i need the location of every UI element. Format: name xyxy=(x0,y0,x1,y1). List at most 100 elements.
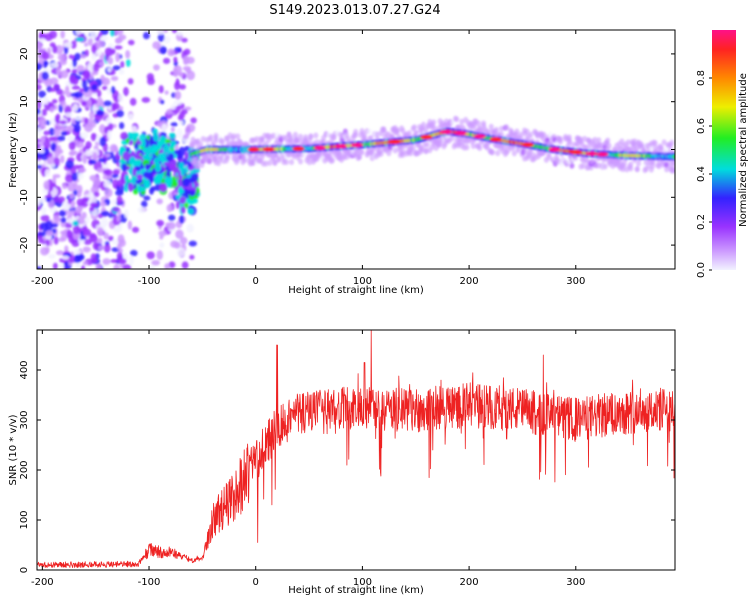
spectrogram-cell xyxy=(116,215,121,222)
spectrogram-hotspot xyxy=(247,147,260,152)
spectrogram-cell xyxy=(170,126,175,133)
spectrogram-cell xyxy=(151,259,160,266)
spectrogram-hotspot xyxy=(473,134,486,139)
spectrogram-cell xyxy=(127,132,134,138)
spectrogram-cell xyxy=(117,93,124,103)
spectrogram-cell xyxy=(58,210,66,217)
spectrogram-cell xyxy=(605,137,611,144)
spectrogram-cell xyxy=(276,155,282,162)
spectrogram-cell xyxy=(186,123,196,133)
spectrogram-cell xyxy=(99,35,109,42)
spectrogram-hotspot xyxy=(596,152,609,157)
spectrogram-cell xyxy=(40,246,49,256)
spectrogram-cell xyxy=(65,85,70,94)
spectrogram-cell xyxy=(41,51,50,61)
spectrogram-cell xyxy=(162,57,171,64)
spectrogram-cell xyxy=(142,154,150,161)
spectrogram-cell xyxy=(174,81,181,91)
spectrogram-cell xyxy=(267,159,273,166)
colorbar-label: Normalized spectral amplitude xyxy=(738,73,749,227)
spectrogram-cell xyxy=(69,192,75,200)
spectrogram-cell xyxy=(130,249,138,257)
spectrogram-cell xyxy=(67,135,75,142)
spectrogram-cell xyxy=(76,64,85,72)
spectrogram-cell xyxy=(89,110,95,120)
spectrogram-cell xyxy=(64,245,69,253)
spectrogram-cell xyxy=(153,133,160,142)
spectrogram-cell xyxy=(60,100,67,107)
spectrogram-cell xyxy=(92,106,99,111)
spectrogram-cell xyxy=(208,134,214,141)
spectrogram-cell xyxy=(501,145,507,152)
spectrogram-cell xyxy=(157,32,165,42)
spectrogram-cell xyxy=(150,144,158,154)
spectrogram-cell xyxy=(89,206,95,212)
spectrogram-cell xyxy=(68,141,76,151)
spectrogram-cell xyxy=(583,144,589,151)
spectrogram-cell xyxy=(168,153,175,161)
spectrogram-hotspot xyxy=(292,146,305,151)
spectrogram-cell xyxy=(163,138,172,144)
snr-x-axis-label: Height of straight line (km) xyxy=(288,585,424,596)
spectrogram-cell xyxy=(121,162,127,172)
spectrogram-cell xyxy=(298,133,304,140)
colorbar-ticks: 0.0 0.2 0.4 0.6 0.8 xyxy=(696,70,712,278)
spectrogram-cell xyxy=(140,200,148,208)
spectrogram-cell xyxy=(180,206,186,214)
spectrogram-cell xyxy=(79,137,85,143)
spectrogram-cell xyxy=(110,75,119,81)
spectrogram-cell xyxy=(143,195,151,201)
spectrogram-cell xyxy=(59,264,65,269)
spectrogram-cell xyxy=(75,262,81,268)
spectrogram-cell xyxy=(39,149,45,154)
spectrogram-cell xyxy=(156,198,163,205)
spectrogram-cell xyxy=(92,177,101,187)
spectrogram-cell xyxy=(43,60,48,69)
spectrogram-cell xyxy=(488,123,494,130)
spectrogram-cell xyxy=(62,183,67,190)
spectrogram-cell xyxy=(72,220,79,226)
spectrogram-cell xyxy=(122,264,132,269)
spectrogram-cell xyxy=(207,156,213,163)
spectrogram-cell xyxy=(183,55,190,65)
spectrogram-cell xyxy=(77,216,85,225)
spectrogram-cell xyxy=(621,160,627,167)
spectrogram-cell xyxy=(235,133,241,140)
spectrogram-cell xyxy=(499,131,505,138)
spectrogram-cell xyxy=(156,250,164,260)
spectrogram-cell xyxy=(133,131,139,138)
spectrogram-cell xyxy=(134,142,139,150)
spectrogram-cell xyxy=(104,188,113,198)
spectrogram-cell xyxy=(661,139,667,146)
spectrogram-cell xyxy=(125,49,131,59)
spectrogram-cell xyxy=(160,99,165,105)
spectrogram-cell xyxy=(60,30,65,39)
spectrogram-cell xyxy=(283,159,289,166)
spectrogram-cell xyxy=(178,120,184,126)
spectrogram-cell xyxy=(79,54,87,59)
spectrogram-cell xyxy=(112,169,120,175)
spectrogram-cell xyxy=(178,161,185,171)
spectrogram-cell xyxy=(166,221,176,230)
spectrogram-cell xyxy=(57,135,66,142)
spectrogram-cell xyxy=(578,136,584,143)
spectrogram-cell xyxy=(59,155,65,164)
spectrogram-cell xyxy=(109,144,118,153)
spectrogram-cell xyxy=(112,103,117,110)
spectrogram-cell xyxy=(56,149,64,155)
spectrogram-x-ticks: -200 -100 0 100 200 300 xyxy=(31,30,585,287)
spectrogram-cell xyxy=(37,138,41,143)
spectrogram-cell xyxy=(145,179,151,189)
spectrogram-cell xyxy=(39,222,49,230)
spectrogram-cell xyxy=(292,131,298,138)
spectrogram-cell xyxy=(166,204,173,213)
spectrogram-cell xyxy=(181,261,189,269)
spectrogram-cell xyxy=(136,173,143,181)
spectrogram-cell xyxy=(528,131,534,138)
spectrogram-cell xyxy=(79,132,89,139)
spectrogram-cell xyxy=(84,149,93,157)
spectrogram-cell xyxy=(120,131,129,141)
spectrogram-cell xyxy=(514,128,520,135)
colorbar-tick-label: 0.2 xyxy=(696,214,707,230)
spectrogram-cell xyxy=(659,145,665,152)
